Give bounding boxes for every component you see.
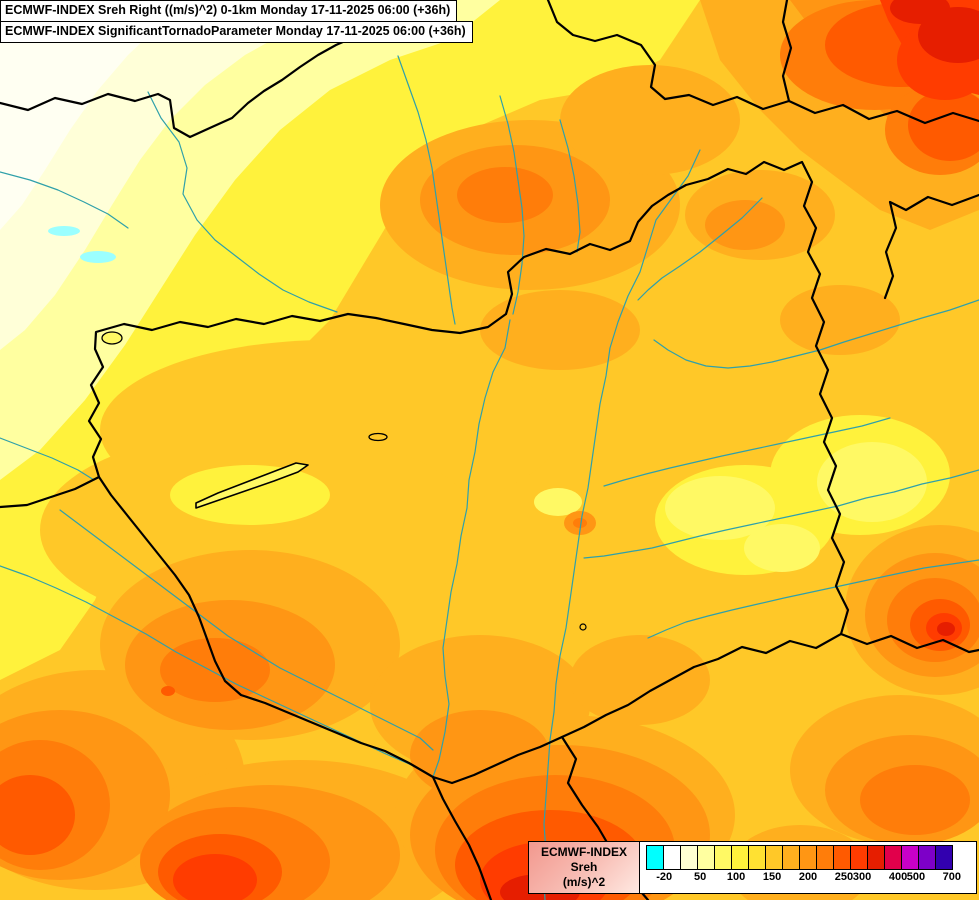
legend-color-swatch <box>731 845 749 870</box>
legend-color-swatch <box>680 845 698 870</box>
border-poland-slovakia <box>546 0 979 125</box>
border-ukraine-north <box>781 0 793 103</box>
river-tisza <box>543 149 701 900</box>
legend-color-swatch <box>748 845 766 870</box>
contour-fill-layer-shape <box>570 635 710 725</box>
river-vah <box>397 55 456 325</box>
river-danube-upper <box>147 91 338 313</box>
small-lake-dot <box>579 623 587 631</box>
contour-fill-layer-shape <box>48 226 80 236</box>
river-mura <box>0 437 95 481</box>
legend-color-swatch <box>884 845 902 870</box>
legend-tick-label: 200 <box>798 871 818 883</box>
contour-fill-layer-shape <box>860 765 970 835</box>
contour-fill-layer-shape <box>161 686 175 696</box>
legend-tick-label: -20 <box>656 871 673 883</box>
legend-tick-label: 100 <box>726 871 746 883</box>
legend-colorbar <box>646 845 970 870</box>
river-koros <box>603 417 891 487</box>
border-ukraine-romania <box>883 193 979 300</box>
river-nw-tributary <box>0 171 129 229</box>
river-sava <box>0 565 415 767</box>
legend-color-swatch <box>782 845 800 870</box>
river-ipel <box>559 119 581 253</box>
river-danube-lower <box>432 319 511 778</box>
map-title-bar-2: ECMWF-INDEX SignificantTornadoParameter … <box>0 21 473 43</box>
contour-fill-layer-shape <box>937 622 955 636</box>
legend-tick-label: 150 <box>762 871 782 883</box>
river-hron <box>499 95 525 315</box>
contour-fill-layer-shape <box>480 290 640 370</box>
contour-fill-layer-shape <box>173 854 257 900</box>
legend-color-swatch <box>833 845 851 870</box>
map-title-text-1: ECMWF-INDEX Sreh Right ((m/s)^2) 0-1km M… <box>5 3 451 17</box>
legend-units-label: (m/s)^2 <box>562 875 606 889</box>
contour-fill-layer-shape <box>705 200 785 250</box>
contour-fill-layer-shape <box>780 285 900 355</box>
river-drava <box>59 509 434 751</box>
contour-fill-layer-shape <box>457 167 553 223</box>
river-bodrog <box>637 197 763 301</box>
river-szamos <box>653 299 979 369</box>
legend-tick-label: 250 <box>834 871 854 883</box>
legend-color-swatch <box>697 845 715 870</box>
legend-color-swatch <box>816 845 834 870</box>
legend-color-swatch <box>918 845 936 870</box>
border-serbia-danube <box>431 775 493 900</box>
legend-color-swatch <box>935 845 953 870</box>
river-maros <box>583 469 979 559</box>
legend-color-swatch <box>646 845 664 870</box>
legend-color-swatch <box>799 845 817 870</box>
lake-balaton <box>195 462 309 509</box>
legend-color-swatch <box>850 845 868 870</box>
river-lines <box>0 55 979 900</box>
contour-fill-layer-shape <box>744 524 820 572</box>
river-maros-south <box>647 559 979 639</box>
border-czech-austria <box>0 0 362 139</box>
contour-fill-layer-shape <box>665 476 775 540</box>
legend: ECMWF-INDEX Sreh (m/s)^2 -20 50 100 150 200 2… <box>528 841 977 894</box>
contour-fill-layer-shape <box>0 0 195 230</box>
border-austria-slovenia <box>0 475 101 509</box>
legend-tick-label: 400 <box>888 871 908 883</box>
contour-fill-layer-shape <box>80 251 116 263</box>
legend-parameter-label: Sreh <box>570 860 598 874</box>
legend-color-swatch <box>663 845 681 870</box>
border-romania-serbia <box>839 632 979 654</box>
contour-fill-layer-shape <box>534 488 582 516</box>
legend-title-panel: ECMWF-INDEX Sreh (m/s)^2 <box>529 842 640 893</box>
contour-fill-layer-shape <box>170 465 330 525</box>
lakes <box>101 331 587 631</box>
contour-fill-layer-shape <box>890 0 950 24</box>
contour-fill-layer-shape <box>0 775 75 855</box>
contour-fill-layer-shape <box>560 65 740 175</box>
legend-color-swatch <box>867 845 885 870</box>
map-title-bar-1: ECMWF-INDEX Sreh Right ((m/s)^2) 0-1km M… <box>0 0 458 22</box>
contour-fill-layer-shape <box>160 638 270 702</box>
legend-tick-label: 500 <box>906 871 926 883</box>
legend-product-label: ECMWF-INDEX <box>541 845 627 859</box>
legend-color-swatch <box>901 845 919 870</box>
legend-tick-label: 50 <box>693 871 707 883</box>
map-title-text-2: ECMWF-INDEX SignificantTornadoParameter … <box>5 24 466 38</box>
lake-ferto <box>101 331 123 345</box>
contour-fill-layer-shape <box>817 442 927 522</box>
contour-fill-layer-shape <box>908 89 979 161</box>
legend-color-swatch <box>765 845 783 870</box>
border-hungary <box>87 160 850 785</box>
lake-velence <box>368 432 388 442</box>
legend-tick-labels: -20 50 100 150 200 250 300 400 500 700 <box>646 871 970 885</box>
legend-tick-label: 700 <box>942 871 962 883</box>
legend-colorbar-panel: -20 50 100 150 200 250 300 400 500 700 <box>640 842 976 893</box>
legend-color-swatch <box>714 845 732 870</box>
contour-fill-layer-shape <box>573 518 587 528</box>
legend-tick-label: 300 <box>852 871 872 883</box>
